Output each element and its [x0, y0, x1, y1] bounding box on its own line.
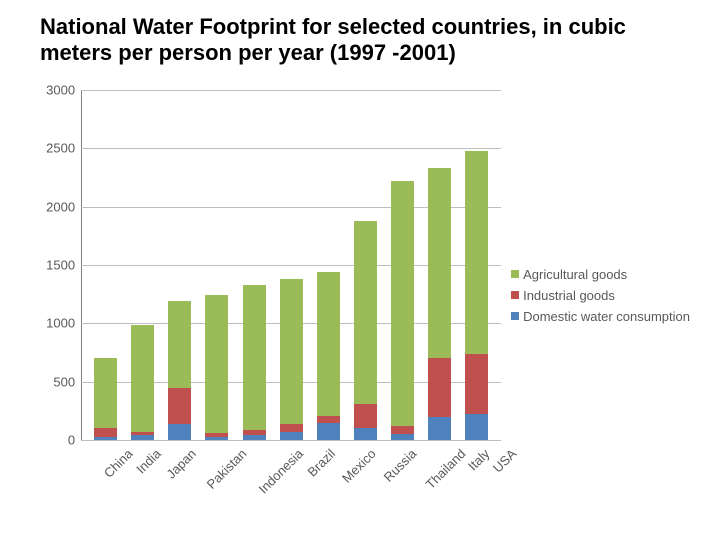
y-tick-label: 2000 — [46, 199, 75, 214]
bar — [428, 168, 451, 440]
chart-title: National Water Footprint for selected co… — [40, 14, 680, 66]
bar-segment — [354, 221, 377, 404]
bar-slot — [384, 90, 421, 440]
bar-segment — [317, 272, 340, 416]
bar-segment — [465, 151, 488, 354]
bar-segment — [131, 325, 154, 432]
bar-segment — [94, 428, 117, 436]
bar-slot — [87, 90, 124, 440]
legend-swatch — [511, 270, 519, 278]
bar-segment — [391, 181, 414, 426]
bar-segment — [428, 168, 451, 358]
bar-slot — [421, 90, 458, 440]
bar-segment — [428, 358, 451, 416]
y-tick-label: 3000 — [46, 83, 75, 98]
bar-slot — [161, 90, 198, 440]
legend-swatch — [511, 291, 519, 299]
bar-slot — [124, 90, 161, 440]
bar-slot — [273, 90, 310, 440]
bar-segment — [465, 414, 488, 440]
plot-area: ChinaIndiaJapanPakistanIndonesiaBrazilMe… — [81, 90, 501, 440]
legend-item: Industrial goods — [511, 288, 690, 303]
y-tick-label: 2500 — [46, 141, 75, 156]
legend-item: Agricultural goods — [511, 267, 690, 282]
bar-segment — [168, 301, 191, 387]
bars-container — [81, 90, 501, 440]
bar-segment — [317, 423, 340, 441]
bar-segment — [317, 416, 340, 423]
bar-segment — [280, 424, 303, 432]
bar-segment — [280, 279, 303, 424]
bar-segment — [391, 426, 414, 434]
x-axis-labels: ChinaIndiaJapanPakistanIndonesiaBrazilMe… — [81, 440, 501, 459]
slide: { "title": "National Water Footprint for… — [0, 0, 720, 540]
bar — [280, 279, 303, 440]
bar — [317, 272, 340, 440]
bar — [131, 325, 154, 440]
bar — [205, 295, 228, 440]
bar-segment — [243, 285, 266, 430]
bar-segment — [354, 404, 377, 429]
y-tick-label: 1000 — [46, 316, 75, 331]
bar-segment — [168, 388, 191, 424]
bar — [94, 358, 117, 440]
y-tick-label: 500 — [53, 374, 75, 389]
y-tick-label: 0 — [68, 433, 75, 448]
bar — [168, 301, 191, 440]
bar-segment — [280, 432, 303, 440]
y-tick-label: 1500 — [46, 258, 75, 273]
legend-swatch — [511, 312, 519, 320]
y-axis: 050010001500200025003000 — [70, 90, 81, 500]
bar-segment — [205, 295, 228, 433]
bar — [243, 285, 266, 440]
legend-label: Domestic water consumption — [523, 309, 690, 324]
bar-segment — [168, 424, 191, 440]
legend-label: Industrial goods — [523, 288, 615, 303]
legend: Agricultural goods Industrial goods Domest… — [501, 90, 690, 500]
bar-segment — [465, 354, 488, 415]
bar-slot — [198, 90, 235, 440]
chart: 050010001500200025003000 ChinaIndiaJapan… — [70, 90, 690, 500]
bar — [465, 151, 488, 440]
bar — [391, 181, 414, 440]
x-tick-label: China — [87, 440, 121, 459]
bar-slot — [347, 90, 384, 440]
bar-segment — [94, 358, 117, 428]
bar-segment — [354, 428, 377, 440]
legend-item: Domestic water consumption — [511, 309, 690, 324]
bar-slot — [235, 90, 272, 440]
bar-slot — [310, 90, 347, 440]
bar-slot — [458, 90, 495, 440]
bar — [354, 221, 377, 440]
bar-segment — [428, 417, 451, 440]
legend-label: Agricultural goods — [523, 267, 627, 282]
